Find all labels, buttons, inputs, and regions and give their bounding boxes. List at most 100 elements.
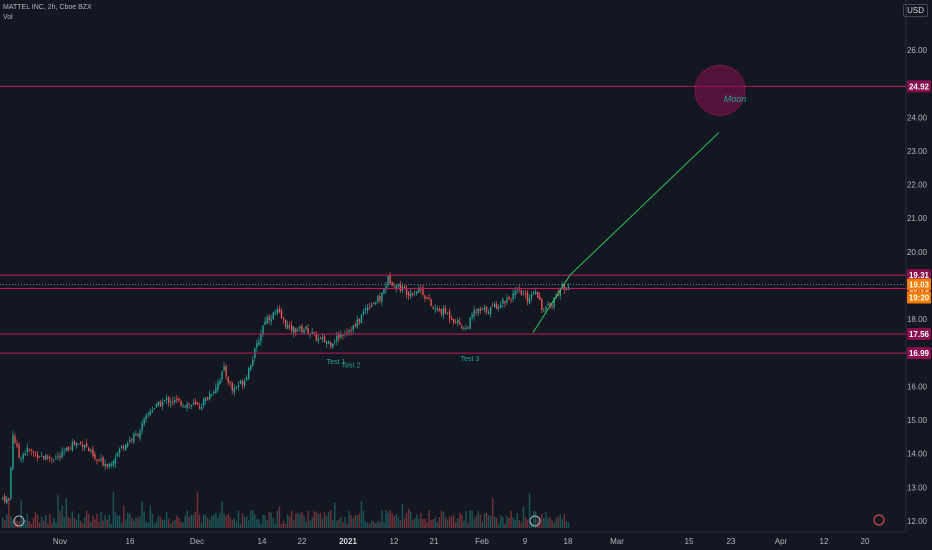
volume-bar xyxy=(319,512,322,528)
volume-bar xyxy=(563,514,566,528)
volume-bar xyxy=(155,521,158,528)
candle-body xyxy=(49,456,51,458)
volume-bar xyxy=(500,515,502,528)
volume-bar xyxy=(535,511,537,528)
candle-body xyxy=(86,443,88,447)
candle-body xyxy=(524,293,527,295)
candle-body xyxy=(45,454,47,461)
candle-body xyxy=(520,290,523,295)
candle-body xyxy=(174,400,176,403)
volume-bar xyxy=(116,515,119,528)
candle-body xyxy=(391,282,393,286)
level-price-tag-bg xyxy=(907,347,931,360)
candle-body xyxy=(332,343,334,348)
volume-bar xyxy=(225,516,227,528)
candle-body xyxy=(352,325,354,330)
volume-bar xyxy=(553,522,555,528)
candle-body xyxy=(286,324,289,329)
volume-bar xyxy=(532,510,535,528)
candle-body xyxy=(235,387,238,388)
candle-body xyxy=(184,406,186,408)
volume-bar xyxy=(57,495,59,528)
candle-body xyxy=(237,385,240,388)
candle-body xyxy=(465,328,467,330)
time-axis[interactable]: Nov 16 Dec 14 22 2021 12 21 Feb 9 18 Mar 15 23 Apr 12 20 xyxy=(53,537,870,546)
volume-bar xyxy=(327,512,330,528)
volume-bar xyxy=(276,510,279,528)
price-tick-label: 21.00 xyxy=(907,214,928,223)
candle-body xyxy=(543,311,545,312)
candle-body xyxy=(508,296,510,299)
volume-bar xyxy=(301,511,303,528)
event-markers[interactable] xyxy=(13,514,885,527)
candle-body xyxy=(262,325,264,335)
candle-body xyxy=(59,455,61,458)
candle-body xyxy=(92,449,94,457)
candle-body xyxy=(340,333,342,338)
test-label: Test 2 xyxy=(342,363,361,370)
candle-body xyxy=(282,317,285,319)
volume-bar xyxy=(38,522,41,528)
volume-bar xyxy=(469,510,471,528)
volume-bar xyxy=(122,505,125,528)
volume-bar xyxy=(450,516,453,528)
volume-bar xyxy=(373,521,375,528)
candle-body xyxy=(438,308,441,311)
volume-bar xyxy=(405,512,408,528)
candle-body xyxy=(420,288,422,290)
time-tick-label: 9 xyxy=(523,537,528,546)
volume-bar xyxy=(436,522,438,528)
volume-bar xyxy=(481,521,484,528)
volume-bar xyxy=(528,493,531,528)
price-tick-label: 23.00 xyxy=(907,147,928,156)
upcoming-earnings-icon[interactable] xyxy=(873,514,885,526)
volume-bar xyxy=(250,510,252,528)
volume-bars xyxy=(2,491,570,528)
candle-body xyxy=(120,445,123,448)
bar-countdown-tag-bg xyxy=(907,291,931,304)
candle-body xyxy=(428,297,430,300)
volume-bar xyxy=(196,491,199,528)
candle-body xyxy=(219,380,221,384)
volume-bar xyxy=(346,523,348,528)
volume-bar xyxy=(323,511,326,528)
earnings-marker-icon[interactable] xyxy=(13,515,25,527)
level-price-tag: 17.56 xyxy=(909,330,930,339)
price-tick-label: 15.00 xyxy=(907,416,928,425)
volume-bar xyxy=(143,511,145,528)
volume-bar xyxy=(49,513,51,528)
volume-bar xyxy=(92,515,94,528)
volume-bar xyxy=(280,523,283,528)
candle-body xyxy=(20,458,22,460)
volume-bar xyxy=(475,515,477,528)
volume-bar xyxy=(473,518,475,528)
trend-lines xyxy=(532,132,720,333)
candle-body xyxy=(356,319,359,328)
volume-bar xyxy=(325,515,328,528)
time-tick-label: Nov xyxy=(53,537,67,546)
volume-bar xyxy=(557,516,559,528)
candle-body xyxy=(258,341,260,345)
candle-body xyxy=(325,341,328,344)
volume-bar xyxy=(309,520,311,528)
volume-bar xyxy=(100,511,102,528)
volume-bar xyxy=(344,516,346,528)
candle-body xyxy=(10,467,12,499)
volume-bar xyxy=(67,516,69,528)
volume-indicator-label[interactable]: Vol xyxy=(3,14,13,21)
volume-bar xyxy=(430,520,432,528)
candle-body xyxy=(436,308,438,310)
candle-body xyxy=(323,336,326,343)
volume-bar xyxy=(141,501,143,528)
volume-bar xyxy=(207,517,209,528)
volume-bar xyxy=(18,520,20,528)
volume-bar xyxy=(336,520,338,528)
symbol-info[interactable]: MATTEL INC, 2h, Cboe BZX xyxy=(3,4,92,11)
candle-body xyxy=(155,403,158,408)
currency-label[interactable]: USD xyxy=(903,4,928,17)
volume-bar xyxy=(512,517,514,528)
volume-bar xyxy=(457,518,459,528)
earnings-marker-icon[interactable] xyxy=(529,515,541,527)
volume-bar xyxy=(213,514,215,528)
